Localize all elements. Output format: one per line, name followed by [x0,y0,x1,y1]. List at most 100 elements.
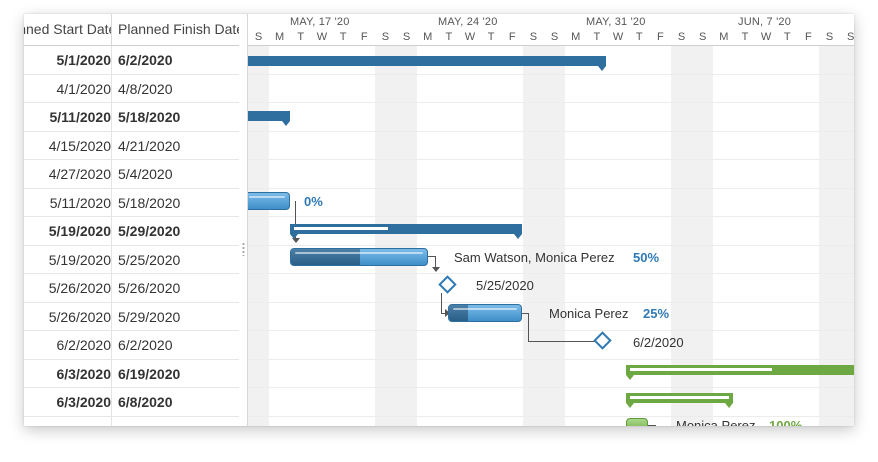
table-row[interactable]: 4/27/2020 5/4/2020 [24,160,239,189]
summary-bar[interactable] [248,56,606,66]
planned-finish-cell[interactable]: 4/21/2020 [118,137,181,154]
table-row[interactable]: 5/1/2020 6/2/2020 [24,46,239,75]
row-line [248,301,854,303]
day-label: S [825,31,834,43]
day-label: T [487,31,495,43]
week-label: MAY, 24 '20 [438,16,498,28]
table-row[interactable]: 6/3/2020 6/4/2020 [24,417,239,427]
planned-start-cell[interactable]: 5/11/2020 [49,109,111,125]
planned-finish-cell[interactable]: 5/18/2020 [118,194,181,211]
table-row[interactable]: 6/2/2020 6/2/2020 [24,331,239,360]
table-row[interactable]: 6/3/2020 6/19/2020 [24,360,239,388]
planned-finish-cell[interactable]: 5/29/2020 [118,308,181,325]
planned-finish-cell[interactable]: 5/18/2020 [118,109,181,125]
dependency-line [295,201,296,239]
day-label: T [741,31,749,43]
summary-bar[interactable] [626,365,854,375]
timeline-header: MAY, 17 '20 MAY, 24 '20 MAY, 31 '20 JUN,… [248,14,854,46]
planned-start-cell[interactable]: 6/3/2020 [56,394,112,410]
row-line [248,159,854,160]
task-bar[interactable] [290,248,428,266]
weekend-column [248,46,270,426]
table-row[interactable]: 5/19/2020 5/25/2020 [24,246,239,274]
planned-finish-cell[interactable]: 6/4/2020 [118,417,173,427]
day-label: T [297,31,305,43]
row-line [248,102,854,103]
dependency-arrow [292,238,300,243]
splitter-grip-icon[interactable] [242,242,245,256]
planned-finish-cell[interactable]: 5/25/2020 [118,251,181,268]
day-label: M [571,31,581,43]
weekend-column [692,46,714,426]
day-label: S [529,31,538,43]
summary-end-marker [514,234,522,239]
table-row[interactable]: 5/11/2020 5/18/2020 [24,189,239,217]
day-label: F [360,31,368,43]
planned-start-cell[interactable]: 4/15/2020 [48,137,111,154]
milestone-diamond[interactable] [438,275,457,294]
summary-bar[interactable] [248,111,290,121]
task-bar[interactable] [626,418,648,426]
pane-splitter[interactable] [239,14,248,426]
row-line [248,73,854,75]
weekend-column [522,46,545,426]
dependency-line [528,313,529,341]
planned-finish-cell[interactable]: 6/8/2020 [118,394,173,410]
column-header-planned-start[interactable]: Planned Start Date [24,14,112,45]
table-row[interactable]: 4/15/2020 4/21/2020 [24,132,239,160]
planned-start-cell[interactable]: 5/26/2020 [48,280,111,296]
planned-start-cell[interactable]: 5/26/2020 [48,308,111,325]
week-label: JUN, 7 '20 [738,16,792,28]
planned-start-cell[interactable]: 6/3/2020 [57,417,112,427]
summary-bar[interactable] [290,224,522,234]
planned-finish-cell[interactable]: 5/26/2020 [118,280,181,296]
table-row[interactable]: 5/11/2020 5/18/2020 [24,103,239,132]
summary-bar[interactable] [626,393,733,403]
day-label: S [677,31,686,43]
row-line [248,387,854,388]
planned-start-cell[interactable]: 6/2/2020 [56,337,112,353]
column-header-planned-finish[interactable]: Planned Finish Date [118,21,239,37]
planned-finish-cell[interactable]: 5/4/2020 [118,166,173,182]
planned-finish-cell[interactable]: 6/19/2020 [118,365,181,382]
table-row[interactable]: 6/3/2020 6/8/2020 [24,388,239,417]
weekend-column [544,46,566,426]
summary-start-marker [626,375,634,380]
task-bar[interactable] [248,192,290,210]
planned-start-cell[interactable]: 5/19/2020 [48,223,111,239]
day-label: F [805,31,812,43]
summary-end-marker [598,66,606,71]
row-line [248,330,854,331]
task-bar[interactable] [448,304,522,322]
planned-start-cell[interactable]: 4/27/2020 [48,166,111,182]
planned-finish-cell[interactable]: 4/8/2020 [118,80,173,97]
day-label: S [381,31,390,43]
day-label: S [698,31,707,43]
planned-finish-cell[interactable]: 6/2/2020 [118,52,173,68]
day-label: S [402,31,411,43]
dependency-line [522,313,528,314]
table-row[interactable]: 4/1/2020 4/8/2020 [24,75,239,103]
planned-finish-cell[interactable]: 5/29/2020 [118,223,181,239]
table-row[interactable]: 5/26/2020 5/26/2020 [24,274,239,303]
planned-start-cell[interactable]: 5/19/2020 [48,251,111,268]
planned-start-cell[interactable]: 4/1/2020 [56,80,112,97]
table-row[interactable]: 5/19/2020 5/29/2020 [24,217,239,246]
timeline-pane: MAY, 17 '20 MAY, 24 '20 MAY, 31 '20 JUN,… [248,14,854,426]
summary-start-marker [290,234,298,239]
milestone-date-label: 6/2/2020 [633,335,684,350]
planned-finish-cell[interactable]: 6/2/2020 [118,337,173,353]
planned-start-cell[interactable]: 5/1/2020 [56,52,112,68]
planned-start-cell[interactable]: 6/3/2020 [56,365,112,382]
table-row[interactable]: 5/26/2020 5/29/2020 [24,303,239,331]
dependency-line [528,341,595,342]
weekend-column [374,46,397,426]
day-label: W [316,31,328,43]
day-label: M [719,31,729,43]
milestone-diamond[interactable] [593,331,612,350]
day-label: S [847,31,854,43]
day-label: S [254,31,263,43]
day-label: M [275,31,285,43]
dependency-line [441,313,447,314]
planned-start-cell[interactable]: 5/11/2020 [49,194,111,211]
